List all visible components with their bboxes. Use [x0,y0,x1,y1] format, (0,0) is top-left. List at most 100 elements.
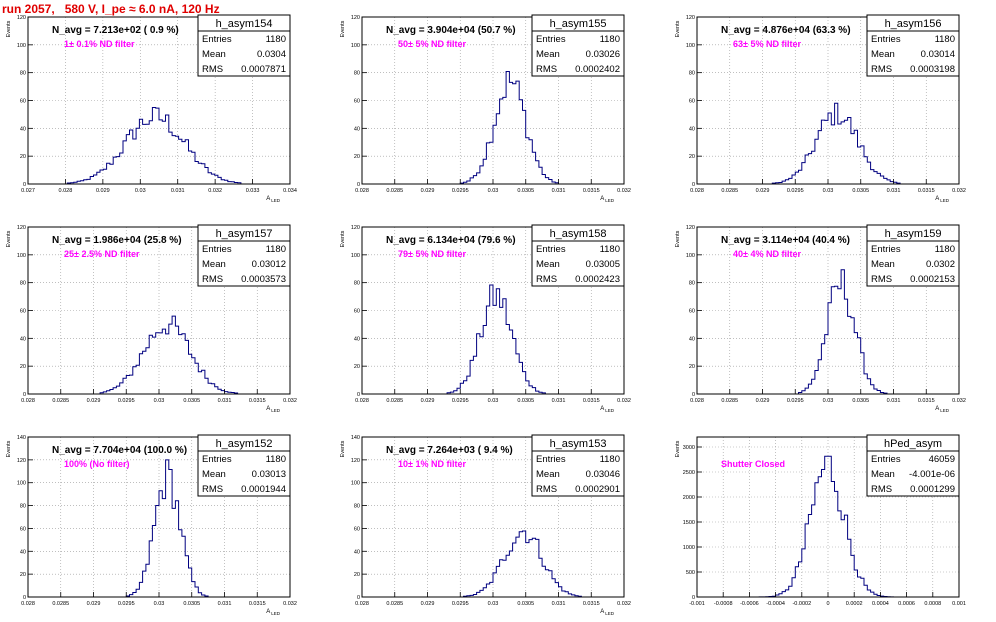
stats-key: RMS [202,64,223,75]
n-avg-annotation: N_avg = 7.264e+03 ( 9.4 %) [386,445,513,456]
y-tick-label: 2500 [683,470,695,476]
y-tick-label: 120 [686,15,695,21]
stats-value: 0.0002901 [575,484,620,495]
stats-value: 0.0002402 [575,64,620,75]
x-tick-label: 0.0285 [386,398,403,404]
x-tick-label: 0.029 [421,601,435,607]
stats-value: 0.0302 [926,259,955,270]
stats-key: RMS [536,484,557,495]
x-tick-label: 0.031 [218,398,232,404]
stats-value: 46059 [929,454,955,465]
x-tick-label: -0.0008 [714,601,733,607]
y-tick-label: 0 [23,392,26,398]
stats-key: RMS [871,64,892,75]
stats-value: 0.0002153 [910,274,955,285]
histogram-name: hPed_asym [884,438,942,450]
y-tick-label: 140 [351,435,360,441]
y-tick-label: 120 [17,225,26,231]
stats-key: Mean [871,49,895,60]
x-tick-label: 0.028 [21,398,35,404]
n-avg-annotation: N_avg = 7.704e+04 (100.0 %) [52,445,187,456]
y-tick-label: 40 [20,126,26,132]
x-tick-label: 0.034 [283,188,297,194]
stats-value: 0.03014 [921,49,955,60]
x-tick-label: 0.029 [87,601,101,607]
y-tick-label: 20 [354,154,360,160]
y-tick-label: 80 [354,71,360,77]
x-tick-label: 0.0315 [918,398,935,404]
y-axis-title: Events [675,20,681,37]
panel-h_asym157: 0.028 0.0285 0.029 0.0295 0.03 0.0305 0.031 0.0… [6,224,297,413]
stats-value: 0.03046 [586,469,620,480]
x-tick-label: 0.028 [21,601,35,607]
x-tick-label: 0.028 [690,398,704,404]
y-tick-label: 40 [354,126,360,132]
x-tick-label: 0.029 [756,398,770,404]
x-tick-label: 0.0305 [517,601,534,607]
stats-key: RMS [536,274,557,285]
y-tick-label: 500 [686,570,695,576]
histogram-line [28,315,290,395]
stats-value: 0.03013 [252,469,286,480]
y-tick-label: 0 [692,595,695,601]
x-axis-title: ALED [266,406,281,413]
y-tick-label: 100 [686,43,695,49]
x-tick-label: 0.0285 [386,601,403,607]
y-tick-label: 40 [689,336,695,342]
x-tick-label: 0.0295 [118,398,135,404]
y-tick-label: 80 [20,71,26,77]
x-tick-label: 0.0285 [721,188,738,194]
histogram-line [28,107,290,185]
y-axis-title: Events [675,230,681,247]
x-axis-title: ALED [935,196,950,203]
x-tick-label: 0.028 [355,601,369,607]
y-tick-label: 80 [20,504,26,510]
stats-value: 0.03026 [586,49,620,60]
x-tick-label: 0.0305 [852,188,869,194]
y-tick-label: 100 [17,43,26,49]
x-axis-title: ALED [600,609,615,616]
y-tick-label: 80 [689,71,695,77]
x-tick-label: 0.0295 [787,398,804,404]
y-tick-label: 60 [354,526,360,532]
stats-key: RMS [536,64,557,75]
x-tick-label: 0.0285 [386,188,403,194]
stats-key: Entries [871,34,901,45]
stats-value: 1180 [266,244,286,255]
n-avg-annotation: N_avg = 3.904e+04 (50.7 %) [386,25,516,36]
stats-key: Mean [871,259,895,270]
x-axis-title: ALED [600,196,615,203]
x-tick-label: 0.0285 [721,398,738,404]
x-tick-label: 0.0315 [249,601,266,607]
x-tick-label: 0.031 [552,188,566,194]
y-tick-label: 0 [357,392,360,398]
y-tick-label: 120 [351,458,360,464]
y-axis-title: Events [340,230,346,247]
stats-box [866,434,960,497]
filter-label: 40± 4% ND filter [733,249,801,259]
x-tick-label: 0.0285 [52,398,69,404]
histogram-name: h_asym155 [550,18,607,30]
stats-key: Entries [871,454,901,465]
histogram-name: h_asym152 [216,438,273,450]
x-tick-label: 0.0315 [583,398,600,404]
stats-value: -4.001e-06 [909,469,955,480]
stats-key: Entries [202,244,232,255]
panel-h_asym154: 0.027 0.028 0.029 0.03 0.031 0.032 0.033 0.034 0… [6,14,297,203]
x-tick-label: -0.0002 [792,601,811,607]
y-tick-label: 2000 [683,495,695,501]
x-tick-label: 0.031 [218,601,232,607]
stats-box [531,224,625,287]
x-tick-label: 0.0315 [583,188,600,194]
y-axis-title: Events [6,230,12,247]
y-tick-label: 60 [689,99,695,105]
stats-key: Mean [536,259,560,270]
y-tick-label: 140 [17,435,26,441]
stats-value: 0.0003573 [241,274,286,285]
filter-label: 10± 1% ND filter [398,459,466,469]
stats-value: 0.03005 [586,259,620,270]
stats-key: RMS [871,484,892,495]
x-tick-label: 0.03 [154,398,165,404]
histogram-name: h_asym153 [550,438,607,450]
stats-box [531,434,625,497]
